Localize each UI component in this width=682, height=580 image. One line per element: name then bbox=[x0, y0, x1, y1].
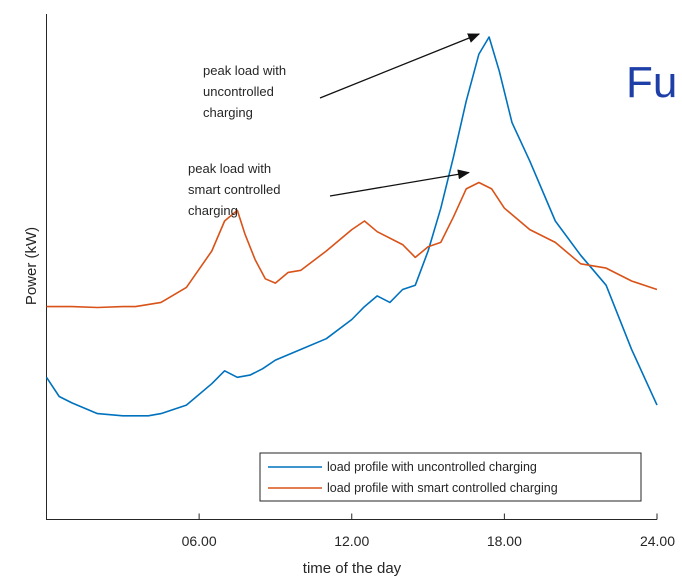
annotation-arrow bbox=[319, 33, 481, 99]
x-axis-label: time of the day bbox=[303, 560, 402, 577]
series-line-smart bbox=[46, 181, 658, 309]
x-tick-label: 06.00 bbox=[182, 533, 217, 549]
legend-box bbox=[259, 452, 642, 502]
x-tick-label: 12.00 bbox=[334, 533, 369, 549]
annotation-text: peak load with uncontrolled charging bbox=[203, 63, 286, 120]
x-ticks: 06.00 12.00 18.00 24.00 bbox=[182, 513, 675, 549]
annotations: peak load with uncontrolled charging peak l… bbox=[188, 33, 481, 218]
series-line-uncontrolled bbox=[45, 36, 658, 417]
background-title-text: Fu bbox=[626, 58, 677, 107]
annotation-arrow bbox=[329, 169, 470, 197]
axes: 06.00 12.00 18.00 24.00 bbox=[46, 14, 675, 549]
annotation-text: peak load with smart controlled charging bbox=[188, 161, 280, 218]
legend-label-smart: load profile with smart controlled charg… bbox=[327, 481, 558, 495]
x-tick-label: 24.00 bbox=[640, 533, 675, 549]
x-tick-label: 18.00 bbox=[487, 533, 522, 549]
series-layer bbox=[45, 36, 658, 417]
legend: load profile with uncontrolled charging … bbox=[259, 452, 642, 502]
legend-label-uncontrolled: load profile with uncontrolled charging bbox=[327, 460, 537, 474]
y-axis-label: Power (kW) bbox=[23, 227, 40, 305]
